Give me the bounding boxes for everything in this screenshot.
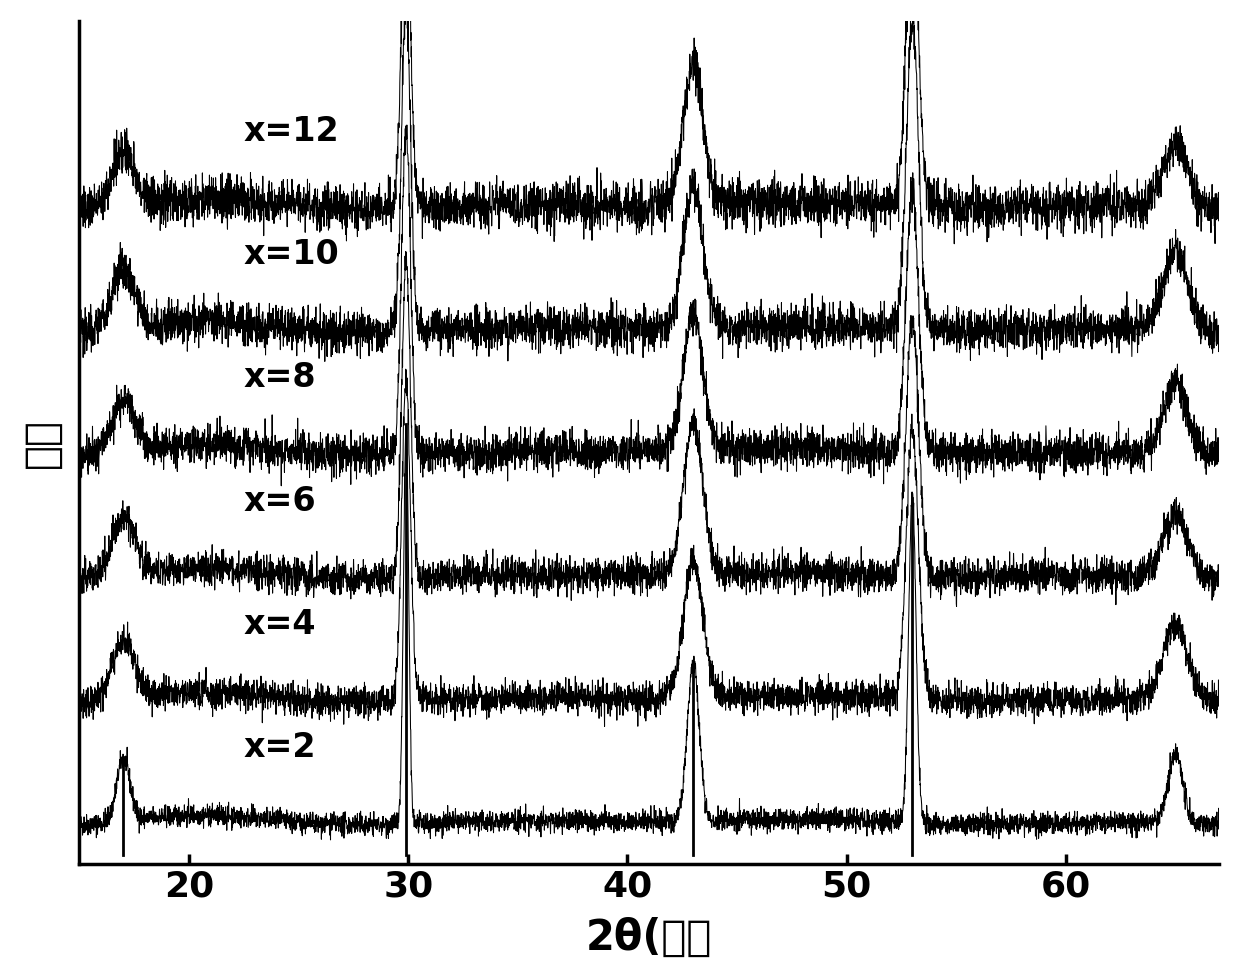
Text: x=2: x=2	[244, 731, 316, 764]
Text: x=6: x=6	[244, 484, 316, 517]
Text: x=12: x=12	[244, 115, 340, 148]
Text: x=4: x=4	[244, 608, 316, 641]
Text: x=10: x=10	[244, 238, 340, 270]
Y-axis label: 强度: 强度	[21, 417, 63, 467]
Text: x=8: x=8	[244, 362, 316, 394]
X-axis label: 2θ(度）: 2θ(度）	[587, 917, 713, 959]
